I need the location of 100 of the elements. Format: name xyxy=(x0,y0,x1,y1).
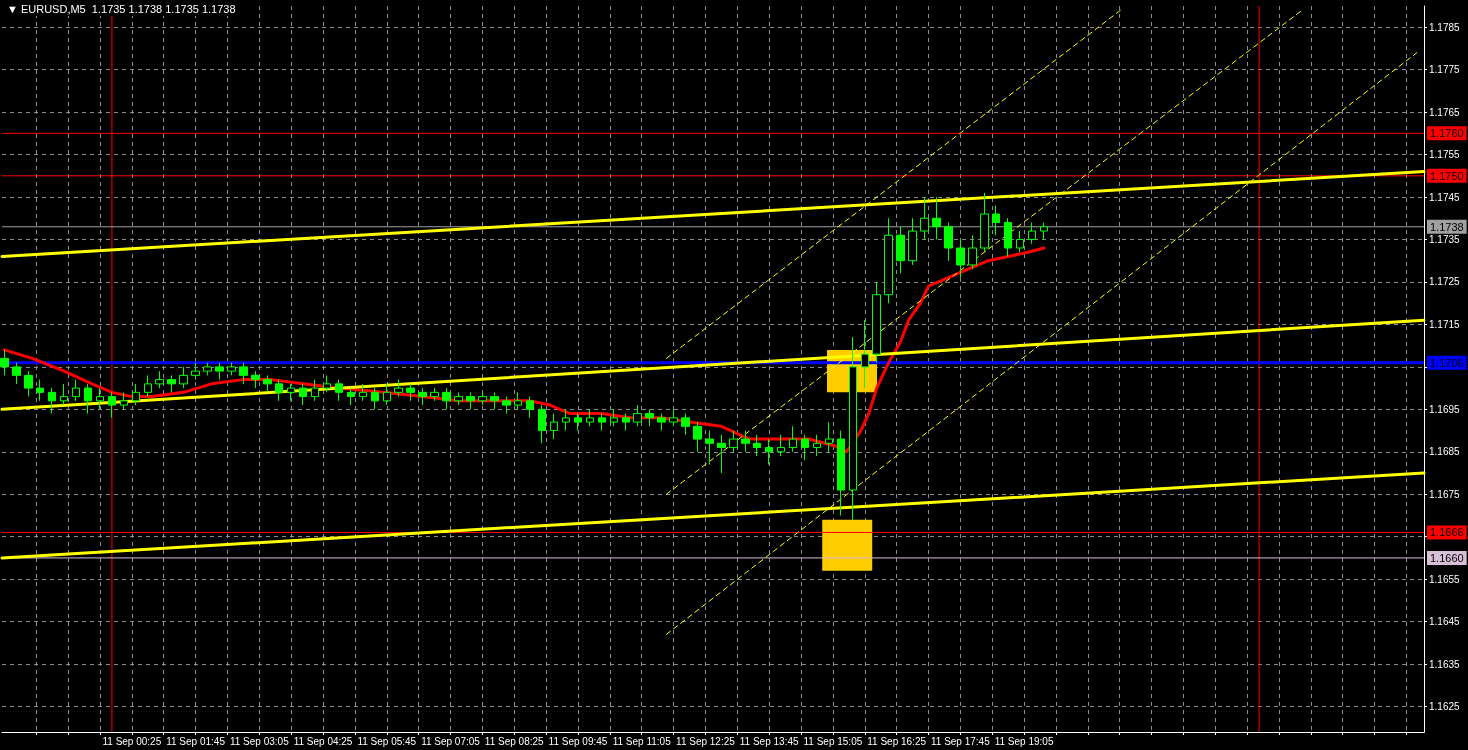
candlestick xyxy=(657,413,666,432)
x-tick-label: 11 Sep 15:05 xyxy=(803,735,863,747)
x-tick-label: 11 Sep 09:45 xyxy=(548,735,608,747)
candlestick xyxy=(872,281,881,364)
candlestick xyxy=(932,196,941,241)
candlestick xyxy=(0,349,9,376)
chart-title: ▼ EURUSD,M5 1.1735 1.1738 1.1735 1.1738 xyxy=(7,2,236,15)
candlestick xyxy=(179,366,188,389)
candlestick xyxy=(908,217,917,266)
x-tick-label: 11 Sep 11:05 xyxy=(612,735,672,747)
candlestick xyxy=(1028,222,1036,245)
candlestick xyxy=(167,374,176,393)
x-tick-label: 11 Sep 08:25 xyxy=(484,735,545,747)
ref-line-label: 1.1666 xyxy=(1430,526,1464,539)
candlestick xyxy=(48,387,56,415)
ref-line-label: 1.1760 xyxy=(1430,127,1464,140)
y-tick-label: 1.1725 xyxy=(1429,276,1461,288)
y-tick-label: 1.1645 xyxy=(1429,616,1461,628)
candlestick xyxy=(227,362,236,376)
ref-line-label: 1.1750 xyxy=(1430,169,1464,182)
candlestick xyxy=(72,379,80,402)
candlestick xyxy=(490,391,499,410)
candlestick xyxy=(825,421,833,453)
candlestick xyxy=(526,396,534,419)
candlestick xyxy=(1040,222,1048,241)
candlestick xyxy=(681,413,690,436)
candlestick xyxy=(789,425,797,453)
candlestick xyxy=(263,374,272,393)
y-tick-label: 1.1635 xyxy=(1429,658,1461,670)
candlestick xyxy=(753,434,761,457)
candlestick xyxy=(896,226,905,274)
candlestick xyxy=(120,391,128,410)
y-tick-label: 1.1675 xyxy=(1429,488,1461,500)
x-tick-label: 11 Sep 04:25 xyxy=(293,735,353,747)
candlestick xyxy=(610,408,618,427)
y-tick-label: 1.1735 xyxy=(1429,234,1461,246)
candlestick xyxy=(84,383,92,415)
x-tick-label: 11 Sep 17:45 xyxy=(930,735,991,747)
candlestick xyxy=(837,430,845,516)
x-tick-label: 11 Sep 05:45 xyxy=(357,735,417,747)
candlestick xyxy=(813,434,821,457)
y-tick-label: 1.1685 xyxy=(1429,446,1461,458)
candlestick xyxy=(956,239,965,279)
candlestick xyxy=(108,391,116,419)
candlestick xyxy=(1016,230,1024,253)
y-tick-label: 1.1655 xyxy=(1429,573,1461,585)
candlestick xyxy=(36,379,44,402)
candlestick xyxy=(992,205,1000,236)
x-tick-label: 11 Sep 03:05 xyxy=(229,735,290,747)
candlestick xyxy=(60,383,68,406)
candlestick xyxy=(335,379,343,402)
candlestick xyxy=(741,430,750,453)
x-tick-label: 11 Sep 12:25 xyxy=(676,735,736,747)
candlestick xyxy=(968,234,977,270)
y-tick-label: 1.1625 xyxy=(1429,701,1461,713)
candlestick xyxy=(944,222,953,262)
candlestick xyxy=(514,391,522,410)
candlestick xyxy=(574,413,582,432)
candlestick xyxy=(693,421,702,453)
ref-line-label: 1.1738 xyxy=(1430,220,1464,233)
candlestick xyxy=(705,430,714,466)
candlestick xyxy=(765,438,773,466)
candlestick xyxy=(920,196,929,241)
candlestick xyxy=(980,192,989,253)
candlestick xyxy=(275,379,283,402)
candlestick xyxy=(239,362,248,385)
candlestick xyxy=(442,387,451,410)
candlestick xyxy=(383,383,391,406)
candlestick xyxy=(884,217,893,304)
candlestick xyxy=(645,408,654,427)
candlestick xyxy=(132,383,140,406)
candlestick xyxy=(586,408,594,427)
y-tick-label: 1.1775 xyxy=(1429,64,1461,76)
candlestick xyxy=(550,413,558,440)
x-tick-label: 11 Sep 16:25 xyxy=(867,735,927,747)
ref-line-label: 1.1660 xyxy=(1430,551,1464,564)
candlestick xyxy=(24,370,33,398)
candlestick xyxy=(466,391,475,410)
y-tick-label: 1.1715 xyxy=(1429,318,1461,330)
candlestick xyxy=(777,434,785,457)
candlestick xyxy=(729,430,738,453)
candlestick xyxy=(406,383,415,402)
y-tick-label: 1.1745 xyxy=(1429,191,1461,203)
candlestick xyxy=(155,370,164,389)
x-tick-label: 11 Sep 07:05 xyxy=(421,735,481,747)
x-tick-label: 11 Sep 19:05 xyxy=(994,735,1054,747)
x-tick-label: 11 Sep 01:45 xyxy=(166,735,226,747)
candlestick xyxy=(203,362,212,376)
y-tick-label: 1.1695 xyxy=(1429,403,1461,415)
candlestick xyxy=(717,434,726,474)
candlestick xyxy=(215,362,224,381)
candlestick xyxy=(347,387,355,406)
candlestick xyxy=(191,362,200,381)
candlestick xyxy=(418,387,427,406)
candlestick xyxy=(478,391,487,406)
y-tick-label: 1.1785 xyxy=(1429,21,1461,33)
candlestick xyxy=(323,374,331,393)
candlestick xyxy=(1004,217,1012,257)
candlestick xyxy=(371,387,379,410)
candlestick xyxy=(669,408,678,427)
